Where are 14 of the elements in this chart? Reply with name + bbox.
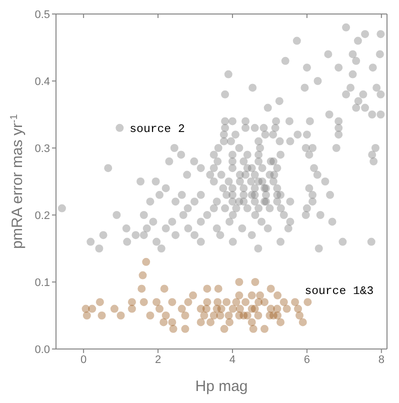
y-tick-label: 0.1 <box>34 276 50 289</box>
x-tick-label: 4 <box>229 354 236 366</box>
x-tick-label: 6 <box>304 354 310 366</box>
x-tick-label: 2 <box>154 354 162 366</box>
y-tick-label: 0.5 <box>34 8 50 21</box>
series-label: source 1&3 <box>304 285 374 298</box>
series-label: source 2 <box>130 122 185 136</box>
y-tick-label: 0.4 <box>34 76 50 88</box>
x-tick-label: 8 <box>378 354 384 366</box>
x-axis-title: Hp mag <box>195 378 248 395</box>
x-tick-label: 0 <box>80 354 87 366</box>
y-tick-label: 0.3 <box>34 142 50 155</box>
y-tick-label: 0.2 <box>34 210 50 222</box>
y-tick-label: 0.0 <box>34 344 50 356</box>
